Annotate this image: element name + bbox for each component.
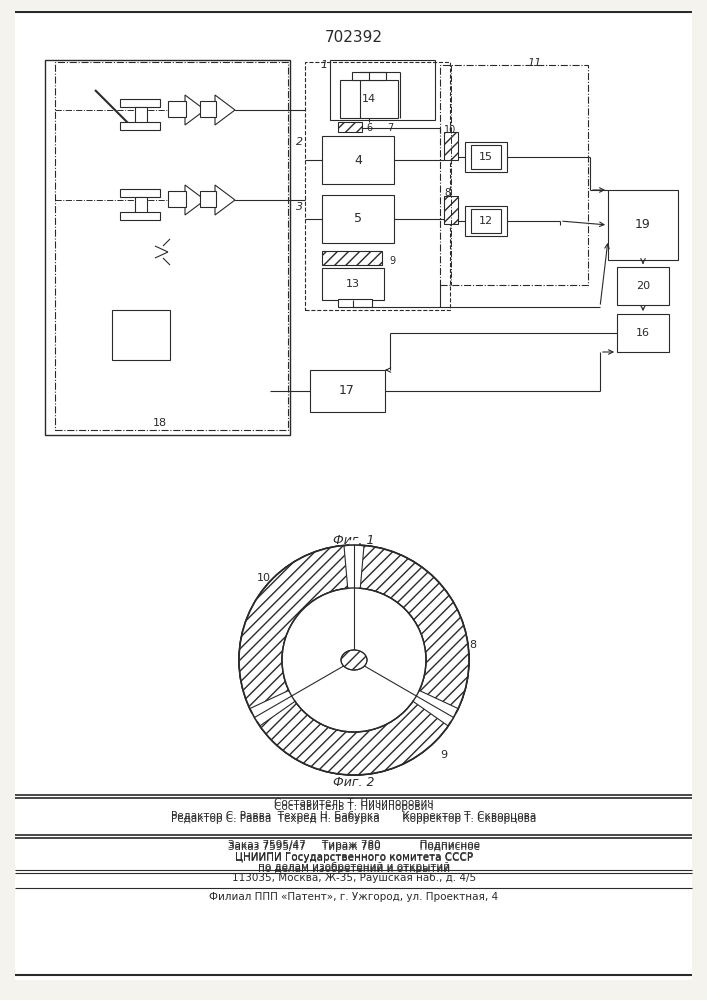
Polygon shape [185, 185, 205, 215]
Text: 6: 6 [320, 643, 327, 653]
Bar [322, 136, 394, 184]
Bar [200, 191, 216, 207]
Circle shape [282, 588, 426, 732]
Text: 8: 8 [469, 640, 476, 650]
Bar [135, 197, 147, 215]
Bar [322, 268, 384, 300]
Polygon shape [215, 185, 235, 215]
Text: 4: 4 [354, 153, 362, 166]
Text: 10: 10 [257, 573, 271, 583]
Text: ЦНИИПИ Государственного комитета СССР: ЦНИИПИ Государственного комитета СССР [235, 853, 473, 863]
Text: 702392: 702392 [325, 30, 383, 45]
Text: 10: 10 [444, 125, 456, 135]
Text: по делам изобретений и открытий: по делам изобретений и открытий [258, 862, 450, 872]
Bar [471, 145, 501, 169]
Bar [200, 101, 216, 117]
Bar [55, 62, 288, 430]
Text: 9: 9 [440, 750, 448, 760]
Text: Составитель Т. Ничипорович: Составитель Т. Ничипорович [274, 798, 434, 808]
Text: 18: 18 [153, 418, 167, 428]
Text: Редактор С. Равва  Техред Н. Бабурка       Корректор Т. Скворцова: Редактор С. Равва Техред Н. Бабурка Корр… [171, 814, 537, 824]
Text: 15: 15 [479, 152, 493, 162]
Bar [135, 107, 147, 125]
Bar [352, 72, 386, 80]
Bar [444, 196, 458, 224]
Text: 1: 1 [320, 60, 327, 70]
Bar [330, 60, 435, 120]
Text: Заказ 7595/47     Тираж 780            Подписное: Заказ 7595/47 Тираж 780 Подписное [228, 842, 480, 852]
Bar [322, 195, 394, 243]
Wedge shape [239, 545, 348, 709]
Text: 17: 17 [339, 384, 355, 397]
Bar [440, 65, 588, 285]
Text: 3: 3 [296, 202, 303, 212]
Text: 8: 8 [444, 188, 450, 198]
Bar [168, 191, 186, 207]
Polygon shape [185, 95, 205, 125]
Bar [338, 299, 372, 307]
Text: 11: 11 [528, 58, 542, 68]
Bar [471, 209, 501, 233]
Text: Филиал ППП «Патент», г. Ужгород, ул. Проектная, 4: Филиал ППП «Патент», г. Ужгород, ул. Про… [209, 892, 498, 902]
Text: Фиг. 2: Фиг. 2 [333, 776, 375, 788]
Text: Фиг. 1: Фиг. 1 [333, 534, 375, 546]
Text: 2: 2 [296, 137, 303, 147]
Text: 13: 13 [346, 279, 360, 289]
Bar [338, 122, 362, 132]
Bar [310, 370, 385, 412]
Bar [120, 212, 160, 220]
Text: 6: 6 [366, 123, 372, 133]
Text: 5: 5 [354, 213, 362, 226]
Text: Составитель Т. Ничипорович: Составитель Т. Ничипорович [274, 802, 434, 812]
Bar [168, 101, 186, 117]
Circle shape [131, 242, 151, 262]
Text: 9: 9 [389, 256, 395, 266]
Bar [465, 142, 507, 172]
Bar [465, 206, 507, 236]
Bar [112, 310, 170, 360]
Text: 7: 7 [387, 123, 393, 133]
Text: ЦНИИПИ Государственного комитета СССР: ЦНИИПИ Государственного комитета СССР [235, 852, 473, 862]
Bar [120, 189, 160, 197]
Bar [120, 99, 160, 107]
Text: Заказ 7595/47     Тираж 780            Подписное: Заказ 7595/47 Тираж 780 Подписное [228, 840, 480, 850]
Bar [608, 190, 678, 260]
Polygon shape [215, 95, 235, 125]
Bar [322, 251, 382, 265]
Bar [617, 314, 669, 352]
Wedge shape [361, 545, 469, 709]
Bar [617, 267, 669, 305]
Circle shape [239, 545, 469, 775]
Text: 16: 16 [636, 328, 650, 338]
Text: 20: 20 [636, 281, 650, 291]
Text: Редактор С. Равва  Техред Н. Бабурка       Корректор Т. Скворцова: Редактор С. Равва Техред Н. Бабурка Корр… [171, 811, 537, 821]
Text: 12: 12 [479, 216, 493, 226]
Ellipse shape [341, 650, 367, 670]
Text: по делам изобретений и открытий: по делам изобретений и открытий [258, 864, 450, 874]
Wedge shape [259, 701, 448, 775]
Bar [120, 122, 160, 130]
Text: 113035, Москва, Ж-35, Раушская наб., д. 4/5: 113035, Москва, Ж-35, Раушская наб., д. … [232, 873, 476, 883]
Bar [340, 80, 398, 118]
Text: 14: 14 [362, 94, 376, 104]
Bar [305, 62, 450, 310]
Bar [444, 132, 458, 160]
Bar [45, 60, 290, 435]
Text: 19: 19 [635, 219, 651, 232]
